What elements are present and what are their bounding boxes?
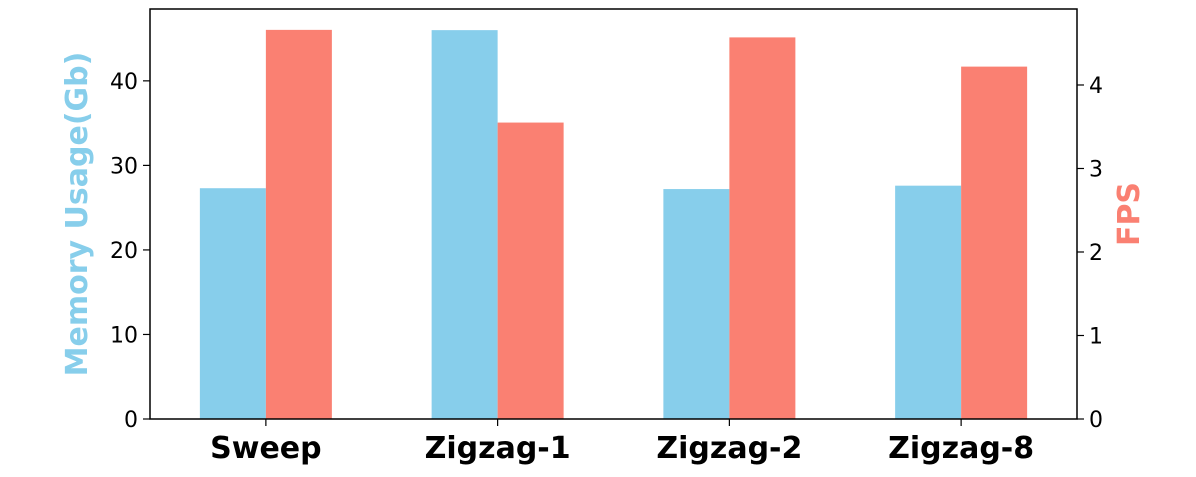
x-tick-label-sweep: Sweep — [210, 431, 322, 466]
fps-bar-zigzag-8 — [961, 66, 1028, 419]
left-tick-label: 10 — [110, 323, 138, 348]
fps-bar-sweep — [265, 29, 332, 419]
right-tick-label: 1 — [1089, 324, 1103, 349]
left-tick-label: 30 — [110, 154, 138, 179]
right-tick-label: 2 — [1089, 241, 1103, 266]
memory-bar-sweep — [199, 188, 266, 419]
fps-bar-zigzag-1 — [497, 122, 564, 420]
right-tick-label: 0 — [1089, 408, 1103, 433]
right-axis-ticks: 0 1 2 3 4 — [1077, 74, 1103, 433]
left-tick-label: 20 — [110, 239, 138, 264]
left-axis-ticks: 0 10 20 30 40 — [110, 70, 150, 433]
memory-bar-zigzag-1 — [431, 30, 498, 419]
x-tick-label-zigzag-8: Zigzag-8 — [888, 431, 1034, 466]
memory-bar-zigzag-8 — [895, 185, 962, 419]
left-axis-title: Memory Usage(Gb) — [60, 52, 95, 377]
fps-bar-zigzag-2 — [729, 37, 796, 419]
left-tick-label: 0 — [124, 408, 138, 433]
right-axis-title: FPS — [1112, 182, 1147, 246]
x-tick-label-zigzag-2: Zigzag-2 — [656, 431, 802, 466]
left-tick-label: 40 — [110, 70, 138, 95]
memory-bar-zigzag-2 — [663, 189, 730, 419]
right-tick-label: 3 — [1089, 157, 1103, 182]
plot-frame — [149, 8, 1078, 420]
bars-group — [199, 29, 1028, 420]
x-tick-label-zigzag-1: Zigzag-1 — [425, 431, 571, 466]
x-axis-ticks: Sweep Zigzag-1 Zigzag-2 Zigzag-8 — [210, 419, 1034, 466]
right-tick-label: 4 — [1089, 74, 1103, 99]
